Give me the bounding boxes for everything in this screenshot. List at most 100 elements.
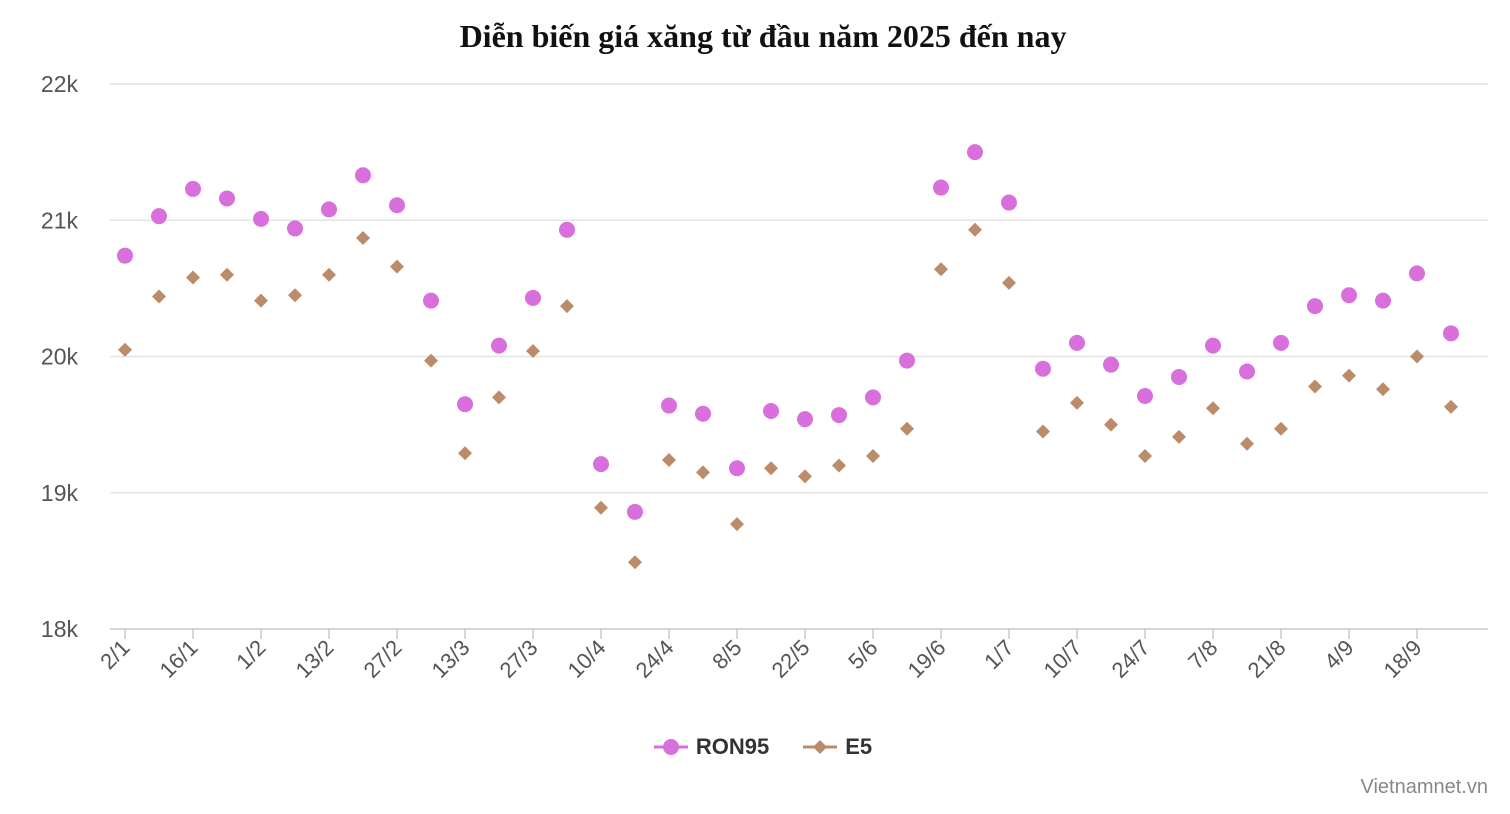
data-point-ron95[interactable] xyxy=(1171,368,1187,385)
data-point-e5[interactable] xyxy=(560,299,574,314)
data-point-e5[interactable] xyxy=(594,500,608,515)
data-point-ron95[interactable] xyxy=(287,220,303,237)
data-point-e5[interactable] xyxy=(424,353,438,368)
data-point-ron95[interactable] xyxy=(559,221,575,238)
legend-item-ron95[interactable]: RON95 xyxy=(653,734,769,760)
data-point-e5[interactable] xyxy=(288,288,302,303)
data-point-ron95[interactable] xyxy=(661,397,677,414)
data-point-e5[interactable] xyxy=(1036,424,1050,439)
x-tick-label: 24/4 xyxy=(631,635,679,683)
data-point-e5[interactable] xyxy=(832,458,846,473)
data-point-ron95[interactable] xyxy=(1273,334,1289,351)
data-point-ron95[interactable] xyxy=(865,389,881,406)
data-point-e5[interactable] xyxy=(1376,382,1390,397)
data-point-e5[interactable] xyxy=(798,469,812,484)
data-point-e5[interactable] xyxy=(934,262,948,277)
data-point-e5[interactable] xyxy=(696,465,710,480)
y-tick-label: 22k xyxy=(41,71,79,97)
data-point-ron95[interactable] xyxy=(1307,298,1323,315)
x-tick-label: 27/3 xyxy=(495,635,543,683)
data-point-e5[interactable] xyxy=(730,517,744,532)
data-point-e5[interactable] xyxy=(356,230,370,245)
data-point-ron95[interactable] xyxy=(1409,265,1425,282)
data-point-ron95[interactable] xyxy=(219,190,235,207)
data-point-ron95[interactable] xyxy=(457,396,473,413)
data-point-e5[interactable] xyxy=(1342,368,1356,383)
data-point-ron95[interactable] xyxy=(1341,287,1357,304)
y-tick-label: 21k xyxy=(41,207,79,233)
x-tick-label: 13/2 xyxy=(291,635,339,683)
data-point-e5[interactable] xyxy=(866,448,880,463)
data-point-ron95[interactable] xyxy=(1035,360,1051,377)
data-point-e5[interactable] xyxy=(1104,417,1118,432)
data-point-ron95[interactable] xyxy=(423,292,439,309)
data-point-ron95[interactable] xyxy=(1375,292,1391,309)
data-point-ron95[interactable] xyxy=(797,411,813,428)
data-point-ron95[interactable] xyxy=(933,179,949,196)
data-point-ron95[interactable] xyxy=(1069,334,1085,351)
x-tick-label: 16/1 xyxy=(155,635,203,683)
data-point-e5[interactable] xyxy=(322,267,336,282)
data-point-e5[interactable] xyxy=(118,342,132,357)
data-point-e5[interactable] xyxy=(764,461,778,476)
data-point-ron95[interactable] xyxy=(525,289,541,306)
data-point-ron95[interactable] xyxy=(491,337,507,354)
data-point-e5[interactable] xyxy=(628,555,642,570)
data-point-ron95[interactable] xyxy=(1443,325,1459,342)
x-tick-label: 13/3 xyxy=(427,635,475,683)
data-point-ron95[interactable] xyxy=(389,197,405,214)
data-point-e5[interactable] xyxy=(1410,349,1424,364)
data-point-e5[interactable] xyxy=(968,222,982,237)
data-point-e5[interactable] xyxy=(526,344,540,359)
data-point-ron95[interactable] xyxy=(729,460,745,477)
x-tick-label: 21/8 xyxy=(1243,635,1291,683)
data-point-e5[interactable] xyxy=(1002,275,1016,290)
data-point-ron95[interactable] xyxy=(253,210,269,227)
data-point-ron95[interactable] xyxy=(151,208,167,225)
x-tick-label: 27/2 xyxy=(359,635,407,683)
data-point-ron95[interactable] xyxy=(1205,337,1221,354)
data-point-ron95[interactable] xyxy=(593,456,609,473)
data-point-e5[interactable] xyxy=(390,259,404,274)
x-tick-label: 10/7 xyxy=(1039,635,1087,683)
data-point-e5[interactable] xyxy=(1444,399,1458,414)
data-point-e5[interactable] xyxy=(152,289,166,304)
data-point-ron95[interactable] xyxy=(831,407,847,424)
y-tick-label: 19k xyxy=(41,480,79,506)
data-point-e5[interactable] xyxy=(220,267,234,282)
data-point-e5[interactable] xyxy=(1308,379,1322,394)
data-point-e5[interactable] xyxy=(1172,429,1186,444)
data-point-e5[interactable] xyxy=(186,270,200,285)
data-point-ron95[interactable] xyxy=(1103,356,1119,373)
data-point-e5[interactable] xyxy=(1240,436,1254,451)
data-point-e5[interactable] xyxy=(662,453,676,468)
legend-item-e5[interactable]: E5 xyxy=(803,734,872,760)
data-point-ron95[interactable] xyxy=(899,352,915,369)
data-point-e5[interactable] xyxy=(492,390,506,405)
x-tick-label: 18/9 xyxy=(1379,635,1427,683)
data-point-ron95[interactable] xyxy=(967,144,983,161)
data-point-e5[interactable] xyxy=(458,446,472,461)
data-point-e5[interactable] xyxy=(254,293,268,308)
data-point-e5[interactable] xyxy=(1206,401,1220,416)
data-point-e5[interactable] xyxy=(1070,395,1084,410)
data-point-ron95[interactable] xyxy=(355,167,371,184)
data-point-ron95[interactable] xyxy=(1001,194,1017,211)
data-point-e5[interactable] xyxy=(1274,421,1288,436)
data-point-ron95[interactable] xyxy=(1239,363,1255,380)
data-point-ron95[interactable] xyxy=(185,180,201,197)
data-point-ron95[interactable] xyxy=(763,403,779,419)
series-e5 xyxy=(118,222,1458,570)
credit-link[interactable]: Vietnamnet.vn xyxy=(1360,776,1489,798)
data-point-ron95[interactable] xyxy=(695,405,711,422)
data-point-ron95[interactable] xyxy=(321,201,337,218)
data-point-ron95[interactable] xyxy=(117,247,133,264)
data-point-e5[interactable] xyxy=(900,421,914,436)
data-point-e5[interactable] xyxy=(1138,448,1152,463)
x-tick-label: 22/5 xyxy=(767,635,815,683)
data-point-ron95[interactable] xyxy=(1137,388,1153,405)
data-point-ron95[interactable] xyxy=(627,503,643,520)
x-tick-label: 2/1 xyxy=(95,635,134,674)
x-tick-label: 4/9 xyxy=(1319,635,1358,674)
